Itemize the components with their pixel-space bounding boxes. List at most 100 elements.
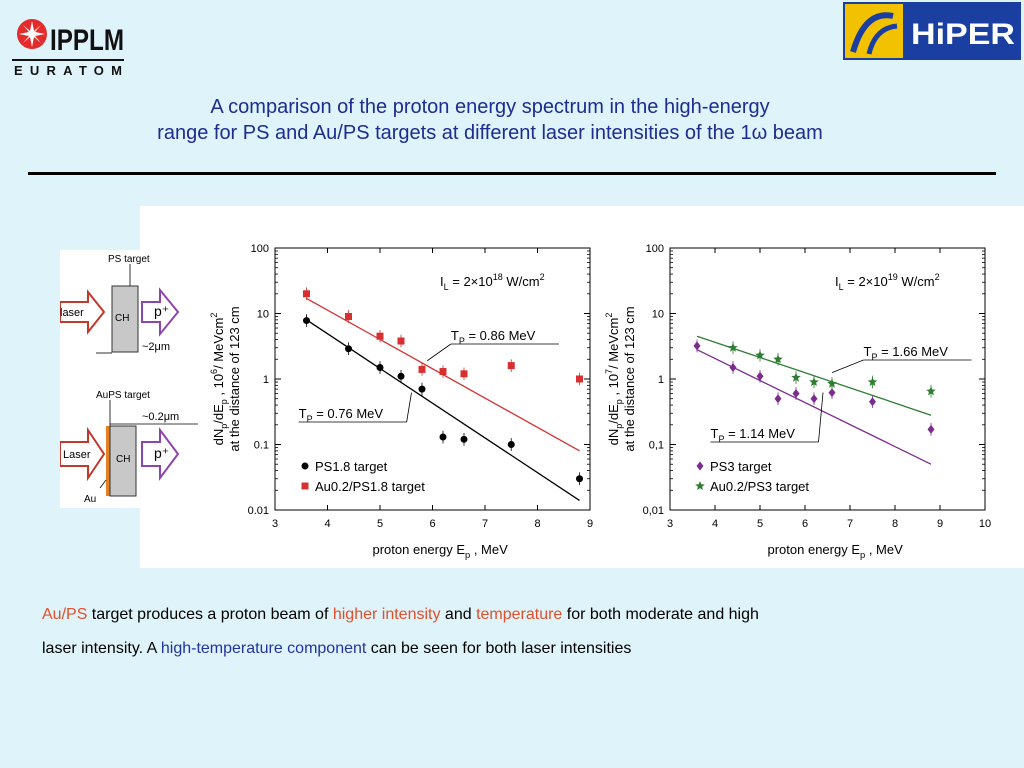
y-tick-label: 1: [263, 374, 269, 386]
legend-marker: [301, 462, 309, 470]
data-point: [827, 378, 837, 388]
y-axis-label-line2: at the distance of 123 cm: [227, 306, 242, 451]
caption-text-3: for both moderate and high: [562, 606, 759, 623]
data-point: [828, 388, 836, 398]
y-tick-label: 1: [658, 374, 664, 386]
y-tick-label: 0.1: [254, 440, 269, 452]
x-axis-label: proton energy Ep , MeV: [373, 542, 509, 560]
legend-label: PS1.8 target: [315, 459, 388, 474]
laser-arrow-top: [59, 289, 106, 335]
y-axis-label-line1: dNp/dEp , 107/ MeVcm2: [604, 313, 624, 446]
chart-right: 3 4 5 6 7 8 9 10 0,01 0,1 1 10 100 proton energy Ep ,…: [595, 230, 995, 565]
y-axis-label: dNp/dEp , 107/ MeVcm2 at the distance of …: [604, 306, 637, 451]
ps-target-label: PS target: [108, 254, 150, 265]
x-tick-label: 9: [587, 518, 593, 530]
figure-panel: [140, 206, 1024, 568]
temperature-label: TP = 1.14 MeV: [711, 426, 796, 444]
legend-marker: [301, 482, 309, 490]
x-tick-label: 8: [534, 518, 540, 530]
caption-high-temp-component: high-temperature component: [160, 640, 367, 657]
x-tick-label: 7: [847, 518, 853, 530]
y-tick-label: 10: [257, 309, 269, 321]
data-point: [507, 441, 515, 448]
label-leader: [406, 392, 412, 423]
data-point: [397, 372, 405, 380]
caption-line-2: laser intensity. A high-temperature comp…: [42, 632, 982, 666]
ch-slab-top: [111, 285, 139, 353]
data-point: [756, 371, 764, 381]
y-tick-label: 0,01: [643, 505, 664, 517]
title-line-2: range for PS and Au/PS targets at differ…: [157, 122, 823, 144]
y-tick-label: 100: [646, 243, 664, 255]
data-point: [809, 377, 819, 386]
x-tick-label: 5: [757, 518, 763, 530]
proton-label-bottom: p⁺: [154, 445, 169, 461]
legend-label: Au0.2/PS3 target: [710, 479, 809, 494]
legend-marker: [695, 481, 705, 490]
temperature-label: TP = 1.66 MeV: [864, 344, 949, 362]
x-tick-label: 5: [377, 518, 383, 530]
data-point: [728, 342, 738, 352]
data-point: [439, 368, 447, 376]
intensity-label: IL = 2×1019 W/cm2: [835, 272, 940, 292]
data-point: [376, 332, 384, 340]
label-leader: [818, 392, 824, 443]
data-point: [773, 354, 783, 364]
data-point: [693, 341, 701, 351]
laser-label-bottom: Laser: [63, 449, 91, 461]
caption-text-2: and: [440, 606, 477, 623]
x-tick-label: 4: [324, 518, 330, 530]
y-axis-label-line1: dNp/dEp , 106/ MeVcm2: [209, 313, 229, 446]
ch-slab-bottom: [109, 425, 137, 497]
data-point: [345, 345, 352, 353]
x-tick-label: 6: [429, 518, 435, 530]
ch-label-top: CH: [115, 313, 129, 324]
data-point: [460, 370, 468, 378]
data-point: [576, 375, 583, 383]
data-point: [376, 363, 384, 371]
data-point: [576, 475, 583, 483]
label-leader: [831, 359, 864, 374]
data-point: [792, 389, 800, 399]
caption-temperature: temperature: [476, 606, 563, 623]
data-point: [460, 435, 468, 443]
hiper-logo: HiPER: [843, 2, 1021, 60]
data-point: [729, 362, 737, 372]
x-tick-label: 3: [667, 518, 673, 530]
caption-aups: Au/PS: [42, 606, 88, 623]
data-point: [926, 386, 936, 396]
x-axis-label: proton energy Ep , MeV: [768, 542, 904, 560]
x-tick-label: 8: [892, 518, 898, 530]
title-divider: [28, 172, 996, 175]
slide-title: A comparison of the proton energy spectr…: [0, 94, 980, 146]
data-point: [418, 385, 426, 393]
data-point: [418, 365, 426, 373]
temperature-label: TP = 0.76 MeV: [299, 406, 384, 424]
label-leader: [427, 343, 452, 362]
data-point: [867, 377, 878, 386]
y-tick-label: 0.01: [248, 505, 269, 517]
caption: Au/PS target produces a proton beam of h…: [42, 598, 982, 666]
ipplm-star-icon: [17, 19, 47, 49]
data-point: [810, 394, 818, 404]
x-tick-label: 9: [937, 518, 943, 530]
data-point: [755, 350, 765, 360]
data-point: [303, 290, 310, 298]
fit-line: [306, 319, 580, 501]
proton-arrow-top: [141, 287, 180, 337]
y-tick-label: 10: [652, 309, 664, 321]
data-point: [439, 433, 447, 441]
caption-text-5: can be seen for both laser intensities: [366, 640, 632, 657]
caption-line-1: Au/PS target produces a proton beam of h…: [42, 598, 982, 632]
y-axis-label: dNp/dEp , 106/ MeVcm2 at the distance of …: [209, 306, 242, 451]
thickness-bottom: ~0.2μm: [142, 411, 179, 423]
x-tick-label: 7: [482, 518, 488, 530]
ch-label-bottom: CH: [116, 454, 130, 465]
legend-marker: [696, 461, 704, 471]
data-point: [774, 394, 782, 404]
x-tick-label: 4: [712, 518, 718, 530]
x-tick-label: 3: [272, 518, 278, 530]
x-tick-label: 6: [802, 518, 808, 530]
y-tick-label: 100: [251, 243, 269, 255]
caption-text-1: target produces a proton beam of: [87, 606, 333, 623]
